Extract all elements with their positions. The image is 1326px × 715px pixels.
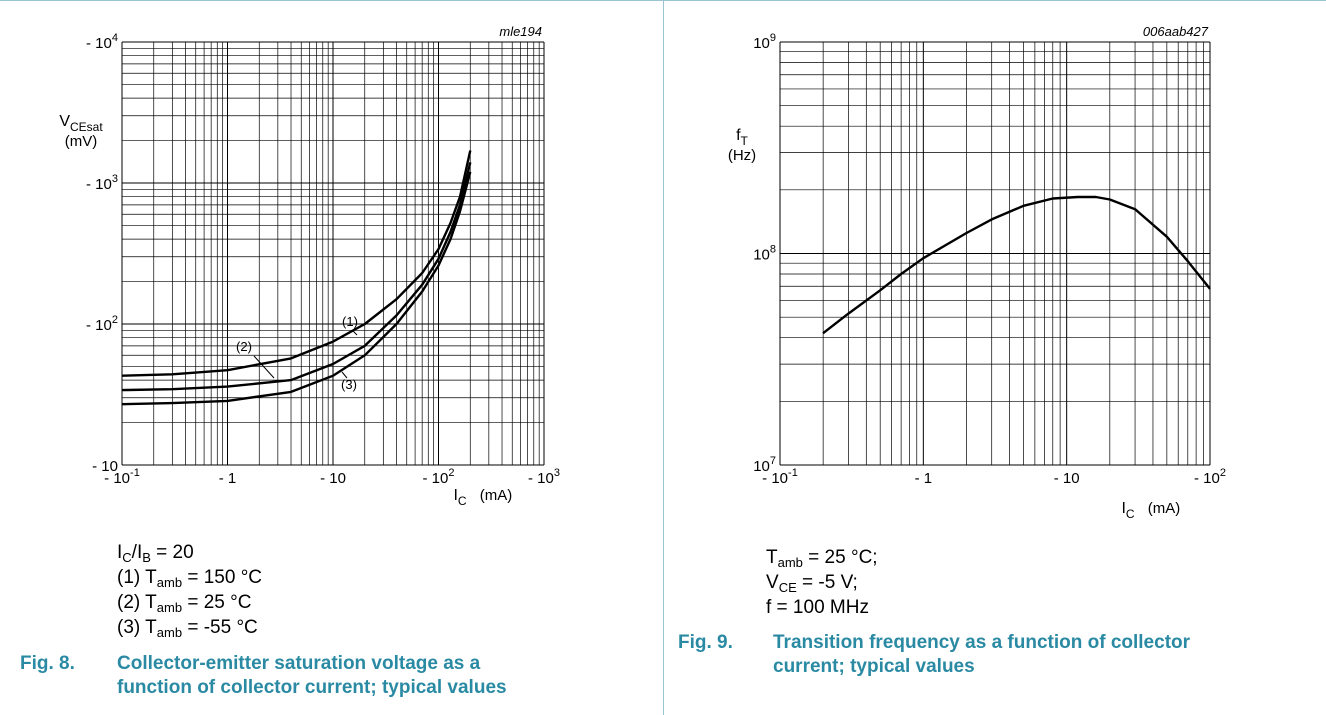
cond-text: T [766, 547, 778, 568]
condition-vce: VCE = -5 V; [766, 570, 878, 595]
x-axis-label-unit: (mA) [1148, 500, 1181, 517]
series-curve-2 [121, 162, 472, 392]
y-tick-label: - 104 [86, 32, 118, 52]
y-tick-label: 108 [753, 244, 776, 264]
condition-curve-2: (2) Tamb = 25 °C [117, 590, 262, 615]
series-curve-1 [121, 150, 472, 377]
cond-text: = -5 V; [796, 572, 858, 593]
condition-curve-3: (3) Tamb = -55 °C [117, 615, 262, 640]
x-axis-label-name: IC [453, 487, 466, 508]
x-tick-label: - 10-1 [762, 467, 798, 487]
x-tick-label: - 10 [320, 470, 346, 487]
fig9-number: Fig. 9. [678, 632, 733, 653]
cond-text: = -55 °C [182, 617, 258, 638]
y-tick-label: 107 [753, 455, 776, 475]
y-tick-label: - 102 [86, 314, 118, 334]
cond-sub: amb [156, 625, 183, 640]
cond-text: = 25 °C [182, 592, 252, 613]
cond-sub: C [122, 550, 132, 565]
condition-curve-1: (1) Tamb = 150 °C [117, 565, 262, 590]
fig9-title: Transition frequency as a function of co… [773, 631, 1190, 679]
cond-sub: CE [778, 580, 797, 595]
fig8-conditions: IC/IB = 20 (1) Tamb = 150 °C (2) Tamb = … [117, 540, 262, 640]
x-tick-label: - 103 [528, 467, 560, 487]
condition-tamb: Tamb = 25 °C; [766, 545, 878, 570]
cond-sub: amb [156, 575, 183, 590]
cond-text: f = 100 MHz [766, 597, 869, 618]
condition-ic-ib: IC/IB = 20 [117, 540, 262, 565]
annotation-leader-3 [341, 371, 348, 379]
y-axis-label-name: VCEsat [59, 113, 103, 134]
series-curve-1 [822, 195, 1211, 335]
cond-text: (1) T [117, 567, 157, 588]
annotation-leader-2 [253, 355, 275, 379]
chart-code-label: 006aab427 [1143, 24, 1209, 39]
cond-text: (3) T [117, 617, 157, 638]
fig9-title-line2: current; typical values [773, 656, 975, 677]
y-axis-label-unit: (Hz) [728, 147, 756, 164]
fig9-conditions: Tamb = 25 °C; VCE = -5 V; f = 100 MHz [766, 545, 878, 620]
cond-text: I [117, 542, 123, 563]
x-tick-label: - 102 [423, 467, 455, 487]
cond-text: V [766, 572, 779, 593]
cond-text: = 20 [150, 542, 194, 563]
cond-text: (2) T [117, 592, 157, 613]
series-curve-3 [121, 171, 472, 406]
x-tick-label: - 1 [915, 470, 933, 487]
y-tick-label: - 103 [86, 173, 118, 193]
cond-sub: amb [156, 600, 183, 615]
fig8-title-line2: function of collector current; typical v… [117, 677, 507, 698]
chart-code-label: mle194 [499, 24, 542, 39]
fig8-number: Fig. 8. [20, 653, 75, 674]
cond-sub: amb [777, 555, 803, 570]
x-axis-label-unit: (mA) [480, 487, 513, 504]
fig9-title-line1: Transition frequency as a function of co… [773, 632, 1191, 653]
condition-freq: f = 100 MHz [766, 595, 878, 620]
annotation-leader-1 [351, 329, 358, 336]
y-tick-label: 109 [753, 32, 776, 52]
annotation-label-1: (1) [342, 314, 358, 329]
y-axis-label-name: fT [736, 127, 748, 148]
fig9-caption: Fig. 9. Transition frequency as a functi… [678, 631, 1318, 691]
cond-text: /I [131, 542, 143, 563]
annotation-label-3: (3) [341, 377, 357, 392]
fig8-caption: Fig. 8. Collector-emitter saturation vol… [20, 652, 650, 712]
x-tick-label: - 10 [1054, 470, 1080, 487]
y-tick-label: - 10 [92, 458, 118, 475]
fig8-title: Collector-emitter saturation voltage as … [117, 652, 507, 700]
x-tick-label: - 10-1 [104, 467, 140, 487]
frame-divider [663, 0, 664, 715]
fig8-title-line1: Collector-emitter saturation voltage as … [117, 653, 481, 674]
x-axis-label-name: IC [1121, 500, 1134, 521]
chart-vcesat: - 10-1 - 1 - 10 - 102 - 103 - 10 - 102 - 103 - 1… [59, 24, 560, 508]
cond-text: = 25 °C; [802, 547, 878, 568]
y-axis-label-unit: (mV) [65, 133, 98, 150]
cond-sub: B [142, 550, 151, 565]
annotation-label-2: (2) [236, 339, 252, 354]
cond-text: = 150 °C [182, 567, 263, 588]
x-tick-label: - 102 [1194, 467, 1226, 487]
x-tick-label: - 1 [219, 470, 237, 487]
